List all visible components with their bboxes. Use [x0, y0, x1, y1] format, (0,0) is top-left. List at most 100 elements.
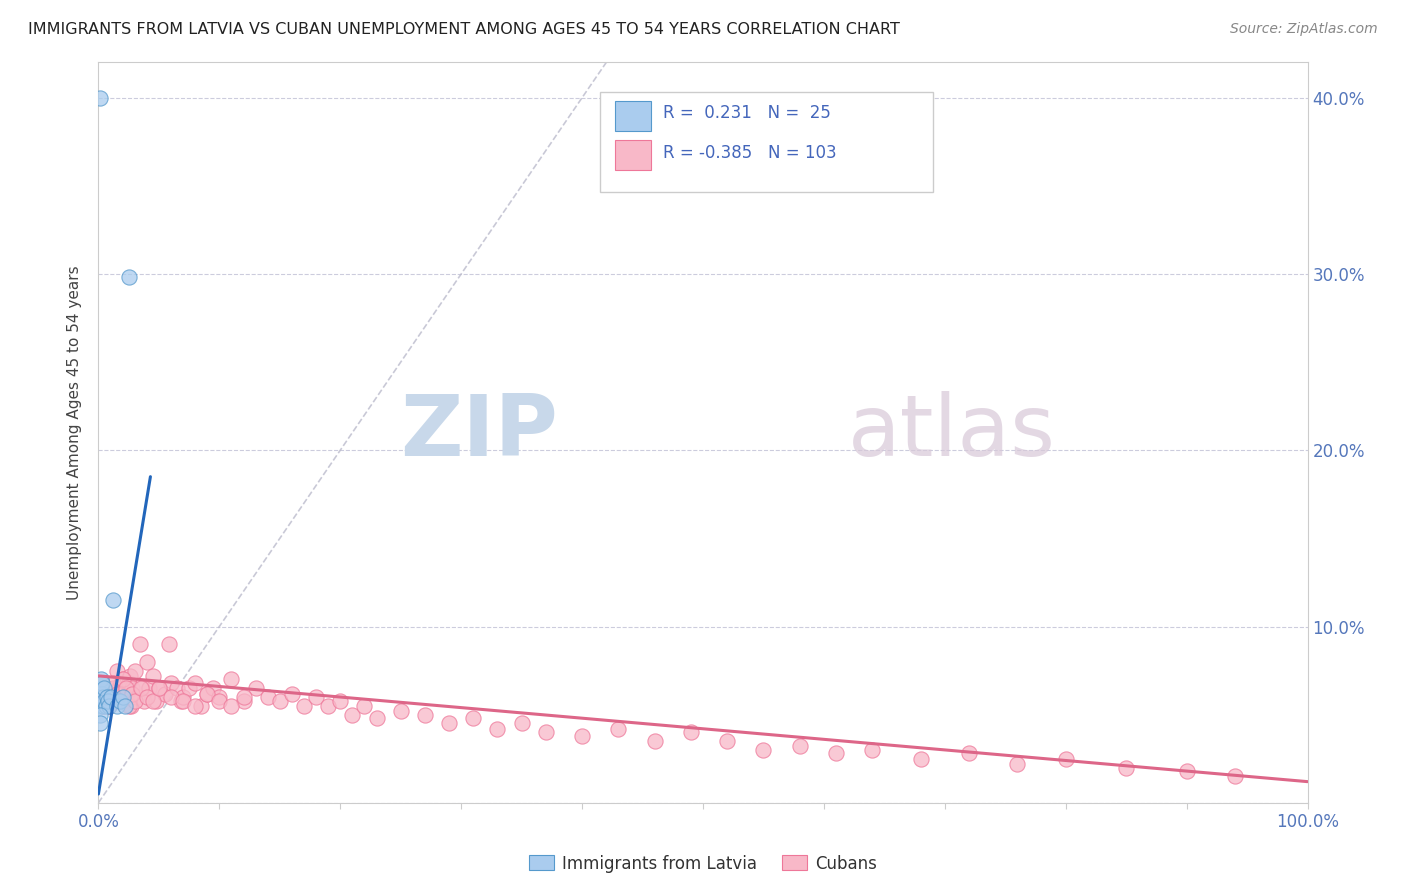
Point — [110, 676, 132, 690]
Point — [292, 698, 315, 713]
Point — [93, 693, 115, 707]
Point — [91, 698, 114, 713]
Point — [716, 734, 738, 748]
Point — [269, 693, 291, 707]
Point — [245, 681, 267, 696]
Point — [105, 698, 128, 713]
Point — [644, 734, 666, 748]
Point — [90, 681, 112, 696]
Point — [114, 698, 136, 713]
Text: IMMIGRANTS FROM LATVIA VS CUBAN UNEMPLOYMENT AMONG AGES 45 TO 54 YEARS CORRELATI: IMMIGRANTS FROM LATVIA VS CUBAN UNEMPLOY… — [28, 22, 900, 37]
Point — [108, 686, 131, 700]
Point — [111, 690, 134, 704]
Point — [463, 711, 485, 725]
Point — [121, 686, 143, 700]
Point — [142, 669, 165, 683]
Point — [118, 698, 141, 713]
Point — [825, 747, 848, 761]
Point — [1175, 764, 1198, 778]
Point — [534, 725, 557, 739]
Point — [101, 593, 124, 607]
Point — [131, 681, 153, 696]
Point — [115, 681, 138, 696]
Point — [107, 693, 129, 707]
Point — [437, 716, 460, 731]
Point — [100, 690, 122, 704]
Point — [98, 698, 121, 713]
Point — [190, 698, 212, 713]
Point — [169, 693, 191, 707]
Point — [172, 693, 194, 707]
Point — [145, 693, 167, 707]
Point — [172, 690, 194, 704]
Point — [195, 686, 218, 700]
Point — [232, 690, 254, 704]
Point — [160, 676, 183, 690]
Point — [89, 716, 111, 731]
Point — [91, 686, 114, 700]
Point — [256, 690, 278, 704]
Point — [208, 693, 231, 707]
Point — [166, 681, 188, 696]
Point — [89, 707, 111, 722]
Point — [124, 693, 146, 707]
Point — [910, 752, 932, 766]
Point — [129, 681, 152, 696]
Point — [221, 673, 243, 687]
Point — [114, 681, 136, 696]
Point — [138, 681, 160, 696]
Point — [679, 725, 702, 739]
Bar — [614, 140, 651, 169]
Point — [135, 655, 157, 669]
Y-axis label: Unemployment Among Ages 45 to 54 years: Unemployment Among Ages 45 to 54 years — [67, 265, 83, 600]
Point — [124, 664, 146, 678]
Point — [108, 693, 131, 707]
Point — [752, 743, 775, 757]
Point — [90, 673, 112, 687]
Point — [105, 686, 128, 700]
Point — [97, 693, 120, 707]
Point — [108, 693, 131, 707]
Point — [93, 681, 115, 696]
Point — [128, 637, 150, 651]
Point — [101, 681, 124, 696]
Point — [184, 676, 207, 690]
Point — [179, 681, 201, 696]
Point — [413, 707, 436, 722]
Text: R =  0.231   N =  25: R = 0.231 N = 25 — [664, 103, 831, 122]
Point — [108, 681, 131, 696]
Point — [486, 722, 509, 736]
Point — [316, 698, 339, 713]
Point — [184, 698, 207, 713]
Point — [353, 698, 375, 713]
Point — [342, 707, 364, 722]
Point — [135, 690, 157, 704]
Point — [1223, 769, 1246, 783]
Point — [91, 676, 114, 690]
Point — [607, 722, 630, 736]
Point — [127, 690, 149, 704]
Point — [134, 693, 156, 707]
Point — [91, 676, 114, 690]
Point — [89, 690, 111, 704]
Point — [111, 673, 134, 687]
Point — [153, 686, 176, 700]
Point — [118, 676, 141, 690]
Point — [112, 693, 135, 707]
Point — [111, 673, 134, 687]
Point — [366, 711, 388, 725]
Point — [96, 690, 118, 704]
Point — [389, 704, 412, 718]
Point — [91, 690, 114, 704]
Point — [97, 698, 120, 713]
Point — [329, 693, 352, 707]
Point — [98, 698, 121, 713]
Point — [91, 698, 114, 713]
Text: R = -0.385   N = 103: R = -0.385 N = 103 — [664, 144, 837, 161]
Point — [100, 693, 122, 707]
Point — [232, 693, 254, 707]
Point — [571, 729, 593, 743]
Point — [96, 681, 118, 696]
Point — [89, 698, 111, 713]
Point — [97, 686, 120, 700]
